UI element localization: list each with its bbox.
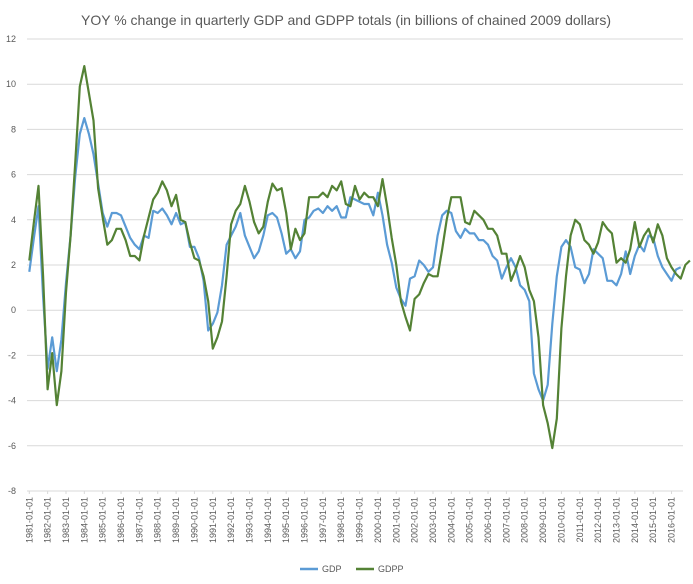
y-tick-label: 2 [11,260,16,270]
x-tick-label: 2001-01-01 [391,497,401,543]
legend-label-gdpp: GDPP [378,564,404,574]
x-tick-label: 2003-01-01 [428,497,438,543]
x-tick-label: 2007-01-01 [501,497,511,543]
y-tick-label: 8 [11,124,16,134]
series-line-gdpp [28,64,691,450]
y-tick-label: 12 [6,34,16,44]
y-tick-label: 10 [6,79,16,89]
x-tick-label: 1999-01-01 [355,497,365,543]
x-tick-label: 1995-01-01 [281,497,291,543]
x-tick-label: 2016-01-01 [667,497,677,543]
x-tick-label: 2000-01-01 [373,497,383,543]
series-lines [28,64,691,450]
grid-lines [27,38,683,492]
x-tick-label: 2004-01-01 [446,497,456,543]
x-tick-label: 1997-01-01 [318,497,328,543]
y-tick-label: 0 [11,305,16,315]
x-tick-label: 1998-01-01 [336,497,346,543]
x-tick-label: 1996-01-01 [300,497,310,543]
y-tick-label: -4 [8,396,16,406]
chart-title: YOY % change in quarterly GDP and GDPP t… [81,12,611,28]
x-tick-label: 1993-01-01 [244,497,254,543]
x-tick-label: 1989-01-01 [171,497,181,543]
y-tick-label: -8 [8,486,16,496]
x-tick-label: 1990-01-01 [189,497,199,543]
x-tick-label: 2011-01-01 [575,497,585,542]
y-tick-label: -6 [8,441,16,451]
x-axis-ticks: 1981-01-01 1982-01-01 1983-01-01 1984-01-01… [24,491,677,543]
x-tick-label: 1981-01-01 [24,497,34,543]
x-tick-label: 2014-01-01 [630,497,640,543]
y-tick-label: 4 [11,215,16,225]
legend: GDP GDPP [300,564,404,574]
y-axis-ticks: -8 -6 -4 -2 0 2 4 6 8 10 12 [6,34,16,496]
x-tick-label: 1985-01-01 [98,497,108,543]
x-tick-label: 1986-01-01 [116,497,126,543]
x-tick-label: 2013-01-01 [611,497,621,543]
legend-label-gdp: GDP [322,564,342,574]
x-tick-label: 2005-01-01 [465,497,475,543]
x-tick-label: 1992-01-01 [226,497,236,543]
x-tick-label: 1982-01-01 [43,497,53,543]
x-tick-label: 2002-01-01 [410,497,420,543]
x-tick-label: 1987-01-01 [134,497,144,543]
x-tick-label: 2006-01-01 [483,497,493,543]
x-tick-label: 1983-01-01 [61,497,71,543]
x-tick-label: 1991-01-01 [208,497,218,543]
y-tick-label: 6 [11,170,16,180]
x-tick-label: 1994-01-01 [263,497,273,543]
x-tick-label: 2009-01-01 [538,497,548,543]
x-tick-label: 2012-01-01 [593,497,603,543]
x-tick-label: 2010-01-01 [556,497,566,543]
x-tick-label: 2015-01-01 [648,497,658,543]
x-tick-label: 2008-01-01 [520,497,530,543]
series-line-gdp [28,116,682,402]
y-tick-label: -2 [8,350,16,360]
x-tick-label: 1984-01-01 [79,497,89,543]
x-tick-label: 1988-01-01 [153,497,163,543]
